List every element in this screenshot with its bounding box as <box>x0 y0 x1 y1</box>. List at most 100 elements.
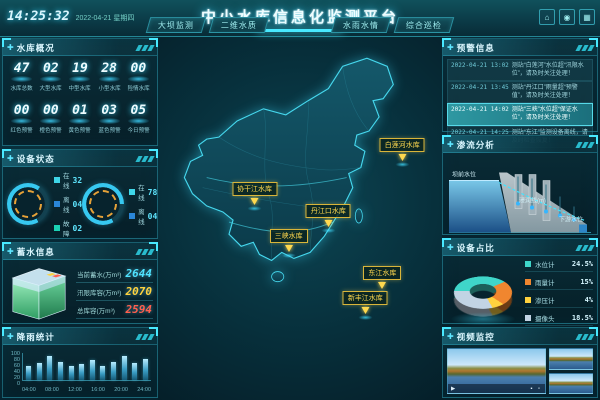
legend-item: 在线 78 <box>129 182 157 202</box>
marker-glow <box>281 253 296 259</box>
menu-icon[interactable]: ▦ <box>579 9 595 25</box>
ticks-decoration <box>575 141 595 148</box>
panel-reservoir-overview: ✚ 水库概况 47 水库总数 02 大型水库 19 <box>2 38 158 146</box>
title-glow-bar <box>257 29 343 32</box>
stat-cell: 00 红色预警 <box>7 103 36 140</box>
stat-value: 19 <box>72 61 88 76</box>
plus-icon: ✚ <box>447 243 454 252</box>
alert-text: 测站“三峡”水位超“保证水位”，请及时关注处理！ <box>511 107 578 122</box>
stat-cell: 00 险情水库 <box>124 61 153 98</box>
pie-legend-swatch <box>525 279 531 285</box>
panel-storage-info: ✚ 蓄水信息 <box>2 242 158 324</box>
stat-base-glow <box>127 76 149 82</box>
storage-row: 汛限库容(万m³) 2070 <box>76 283 153 302</box>
play-icon[interactable]: ▶ <box>451 385 456 392</box>
map-markers: 白莲河水库 协干江水库 丹江口水库 三峡水库 <box>158 36 442 400</box>
alert-item[interactable]: 2022-04-21 13:45 测站“丹江口”雨量超“预警值”，请及时关注处理… <box>447 81 593 104</box>
nav-tab[interactable]: 水雨水情 <box>330 17 392 33</box>
storage-label: 当前蓄水(万m³) <box>77 271 122 279</box>
stat-label: 水库总数 <box>10 86 33 92</box>
stat-cell: 47 水库总数 <box>7 61 36 98</box>
storage-value: 2070 <box>125 285 153 299</box>
y-tick: 100 <box>10 351 20 357</box>
nav-tab[interactable]: 综合巡检 <box>393 17 455 33</box>
reservoir-marker[interactable]: 新丰江水库 <box>342 287 388 321</box>
legend-item: 离线 04 <box>54 194 82 214</box>
panel-header: ✚ 水库概况 <box>3 39 157 56</box>
reservoir-marker[interactable]: 丹江口水库 <box>305 200 351 233</box>
stat-cell: 00 橙色预警 <box>36 103 65 140</box>
stat-value: 47 <box>13 61 30 76</box>
legend-label: 故障 <box>63 221 70 238</box>
china-map[interactable]: 白莲河水库 协干江水库 丹江口水库 三峡水库 <box>158 36 442 400</box>
plus-icon: ✚ <box>7 332 14 341</box>
marker-glow <box>321 227 336 233</box>
stat-base-glow <box>127 117 149 124</box>
tail-water <box>579 224 587 233</box>
panel-header: ✚ 设备占比 <box>443 239 597 256</box>
pie-legend-swatch <box>525 261 531 267</box>
alert-item[interactable]: 2022-04-21 13:02 测站“白莲河”水位超“汛限水位”，请及时关注处… <box>447 59 593 82</box>
nav-tabs-left: 大坝监测 二维水质 <box>145 17 270 33</box>
reservoir-water <box>449 180 511 233</box>
stat-base-glow <box>69 117 91 124</box>
nav-tab[interactable]: 二维水质 <box>208 17 270 33</box>
pie-legend-item: 水位计 24.5% <box>525 259 593 272</box>
panel-title: 降雨统计 <box>16 331 55 342</box>
stat-cell: 03 蓝色预警 <box>95 103 124 140</box>
legend-swatch <box>54 201 60 207</box>
alert-time: 2022-04-21 13:45 <box>451 84 509 92</box>
nav-tabs-right: 水雨水情 综合巡检 <box>330 17 455 33</box>
storage-row: 总库容(万m³) 2594 <box>76 301 153 320</box>
stat-base-glow <box>40 117 62 124</box>
legend-item: 离线 04 <box>129 206 157 226</box>
legend-item: 故障 02 <box>54 218 82 238</box>
panel-alerts: ✚ 预警信息 2022-04-21 13:02 测站“白莲河”水位超“汛限水位”… <box>442 38 598 148</box>
ticks-decoration <box>575 244 595 251</box>
header-time: 14:25:32 <box>7 9 70 24</box>
pie-legend: 水位计 24.5% 雨量计 15% 渗压计 4% <box>525 259 593 326</box>
home-icon[interactable]: ⌂ <box>539 9 555 25</box>
pie-legend-value: 4% <box>584 296 593 304</box>
stat-value: 00 <box>42 102 59 118</box>
stat-base-glow <box>40 76 62 82</box>
storage-rows: 当前蓄水(万m³) 2644 汛限库容(万m³) 2070 总库容(万m³) 2… <box>76 265 153 320</box>
panel-title: 视频监控 <box>456 331 495 342</box>
reservoir-marker[interactable]: 三峡水库 <box>269 225 308 259</box>
pie-legend-value: 24.5% <box>571 260 593 268</box>
plus-icon: ✚ <box>447 43 454 52</box>
video-controls[interactable]: ▶ ▪ ▫ <box>448 384 545 393</box>
marker-arrow-icon <box>250 197 259 205</box>
reservoir-marker[interactable]: 协干江水库 <box>232 178 278 211</box>
bar-plot-area <box>22 353 151 381</box>
stat-label: 红色预警 <box>10 127 33 134</box>
plus-icon: ✚ <box>447 140 454 149</box>
video-ctrl-icons[interactable]: ▪ ▫ <box>530 385 542 392</box>
x-tick: 04:00 <box>22 387 36 393</box>
piezometer-tubes <box>517 176 575 219</box>
nav-tab[interactable]: 大坝监测 <box>145 17 207 33</box>
panel-rain-stats: ✚ 降雨统计 100 80 60 40 20 0 04:00 08:00 12:00 16:00… <box>2 327 158 398</box>
panel-seepage: ✚ 渗流分析 <box>442 135 598 235</box>
seepage-body: 坝前水位 浸润线(m) 下游水位 <box>443 153 597 244</box>
taiwan-island <box>354 208 363 224</box>
water-drop-icons <box>516 201 576 222</box>
alert-item[interactable]: 2022-04-21 14:02 测站“三峡”水位超“保证水位”，请及时关注处理… <box>447 103 593 126</box>
hainan-island <box>271 271 285 283</box>
plus-icon: ✚ <box>7 154 14 163</box>
reservoir-marker-label: 白莲河水库 <box>379 138 425 153</box>
video-main-feed[interactable]: ▶ ▪ ▫ <box>447 348 546 394</box>
reservoir-marker[interactable]: 白莲河水库 <box>379 134 425 168</box>
video-thumb-2[interactable] <box>549 372 593 394</box>
header-icons: ⌂ ◉ ▦ <box>539 9 595 25</box>
fullscreen-icon[interactable]: ◉ <box>559 9 575 25</box>
stat-value: 00 <box>130 61 147 76</box>
pie-legend-label: 雨量计 <box>535 280 555 287</box>
reservoir-marker-label: 三峡水库 <box>269 229 308 244</box>
marker-arrow-icon <box>378 281 387 289</box>
video-thumb-1[interactable] <box>549 348 593 370</box>
right-column: ✚ 预警信息 2022-04-21 13:02 测站“白莲河”水位超“汛限水位”… <box>442 38 598 398</box>
storage-value: 2644 <box>125 267 153 281</box>
ticks-decoration <box>135 44 155 51</box>
stat-label: 今日预警 <box>127 127 150 134</box>
